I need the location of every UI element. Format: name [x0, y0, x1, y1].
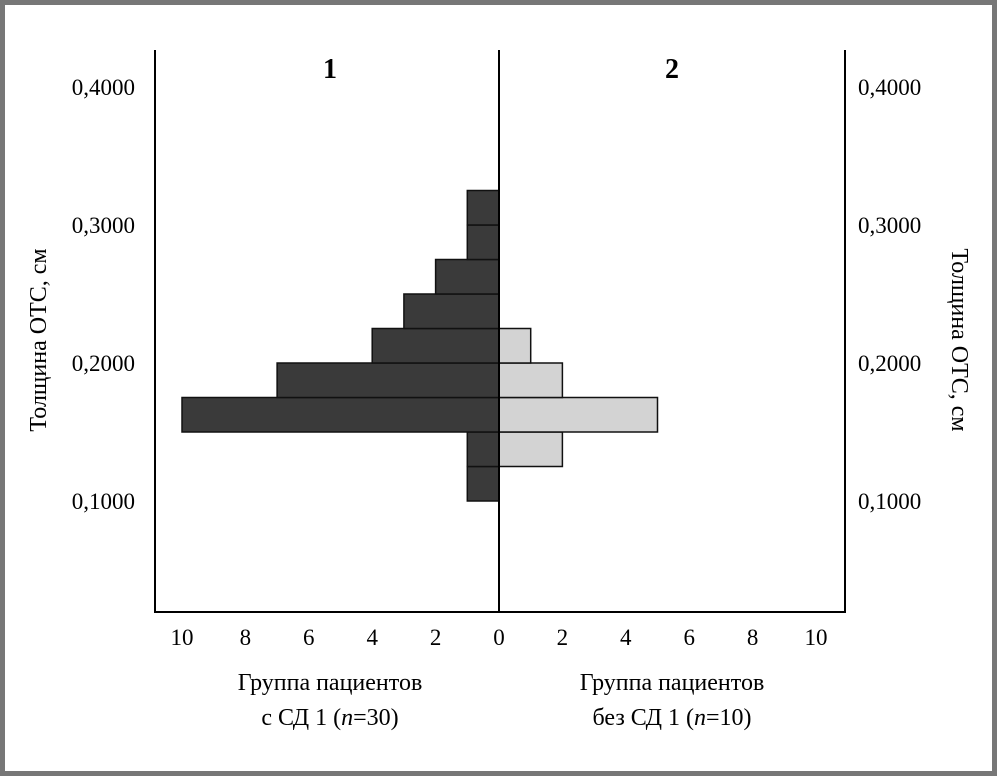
y-tick-right: 0,3000 [858, 213, 921, 238]
bar-right-bin-4 [498, 327, 532, 364]
x-tick-right: 6 [683, 625, 695, 650]
y-axis-label-left: Толщина ОТС, см [26, 248, 52, 431]
bar-left-bin-0 [466, 465, 500, 502]
x-label-right-n: n [694, 705, 706, 731]
y-tick-left: 0,1000 [72, 489, 135, 514]
bar-left-bin-6 [434, 258, 500, 295]
bar-left-bin-3 [276, 362, 500, 399]
bar-left-bin-2 [181, 396, 500, 433]
bar-left-bin-1 [466, 431, 500, 468]
bar-left-bin-8 [466, 189, 500, 226]
x-tick-right: 2 [557, 625, 569, 650]
x-tick-right: 10 [805, 625, 828, 650]
x-label-left-line2: с СД 1 (n=30) [261, 705, 398, 731]
y-tick-left: 0,3000 [72, 213, 135, 238]
x-tick-left: 10 [171, 625, 194, 650]
bar-left-bin-7 [466, 224, 500, 261]
bar-left-bin-4 [371, 327, 500, 364]
x-label-right-pre: без СД 1 ( [592, 705, 694, 731]
x-tick-right: 0 [493, 625, 505, 650]
y-tick-right: 0,4000 [858, 75, 921, 100]
x-label-left-post: =30) [353, 705, 399, 731]
x-label-right-line1: Группа пациентов [580, 670, 765, 696]
bar-right-bin-2 [498, 396, 659, 433]
y-tick-right: 0,1000 [858, 489, 921, 514]
x-label-right-line2: без СД 1 (n=10) [592, 705, 751, 731]
x-label-left-n: n [341, 705, 353, 731]
x-tick-left: 6 [303, 625, 315, 650]
x-tick-right: 8 [747, 625, 759, 650]
bars [181, 189, 659, 502]
x-label-left-pre: с СД 1 ( [261, 705, 341, 731]
y-tick-left: 0,2000 [72, 351, 135, 376]
y-tick-labels: 0,1000 0,1000 0,2000 0,2000 0,3000 0,3000 0,40… [72, 75, 922, 514]
y-tick-right: 0,2000 [858, 351, 921, 376]
x-tick-left: 2 [430, 625, 442, 650]
x-label-left-line1: Группа пациентов [238, 670, 423, 696]
bar-right-bin-1 [498, 431, 564, 468]
x-label-right-post: =10) [706, 705, 752, 731]
y-axis-label-right: Толщина ОТС, см [946, 248, 972, 431]
bar-left-bin-5 [403, 293, 500, 330]
x-tick-labels: 10 8 6 4 2 0 2 4 6 8 10 [171, 625, 828, 650]
x-tick-left: 8 [240, 625, 252, 650]
panel-label-1: 1 [323, 54, 337, 85]
x-tick-right: 4 [620, 625, 632, 650]
x-tick-left: 4 [366, 625, 378, 650]
bar-right-bin-3 [498, 362, 564, 399]
panel-label-2: 2 [665, 54, 679, 85]
y-tick-left: 0,4000 [72, 75, 135, 100]
